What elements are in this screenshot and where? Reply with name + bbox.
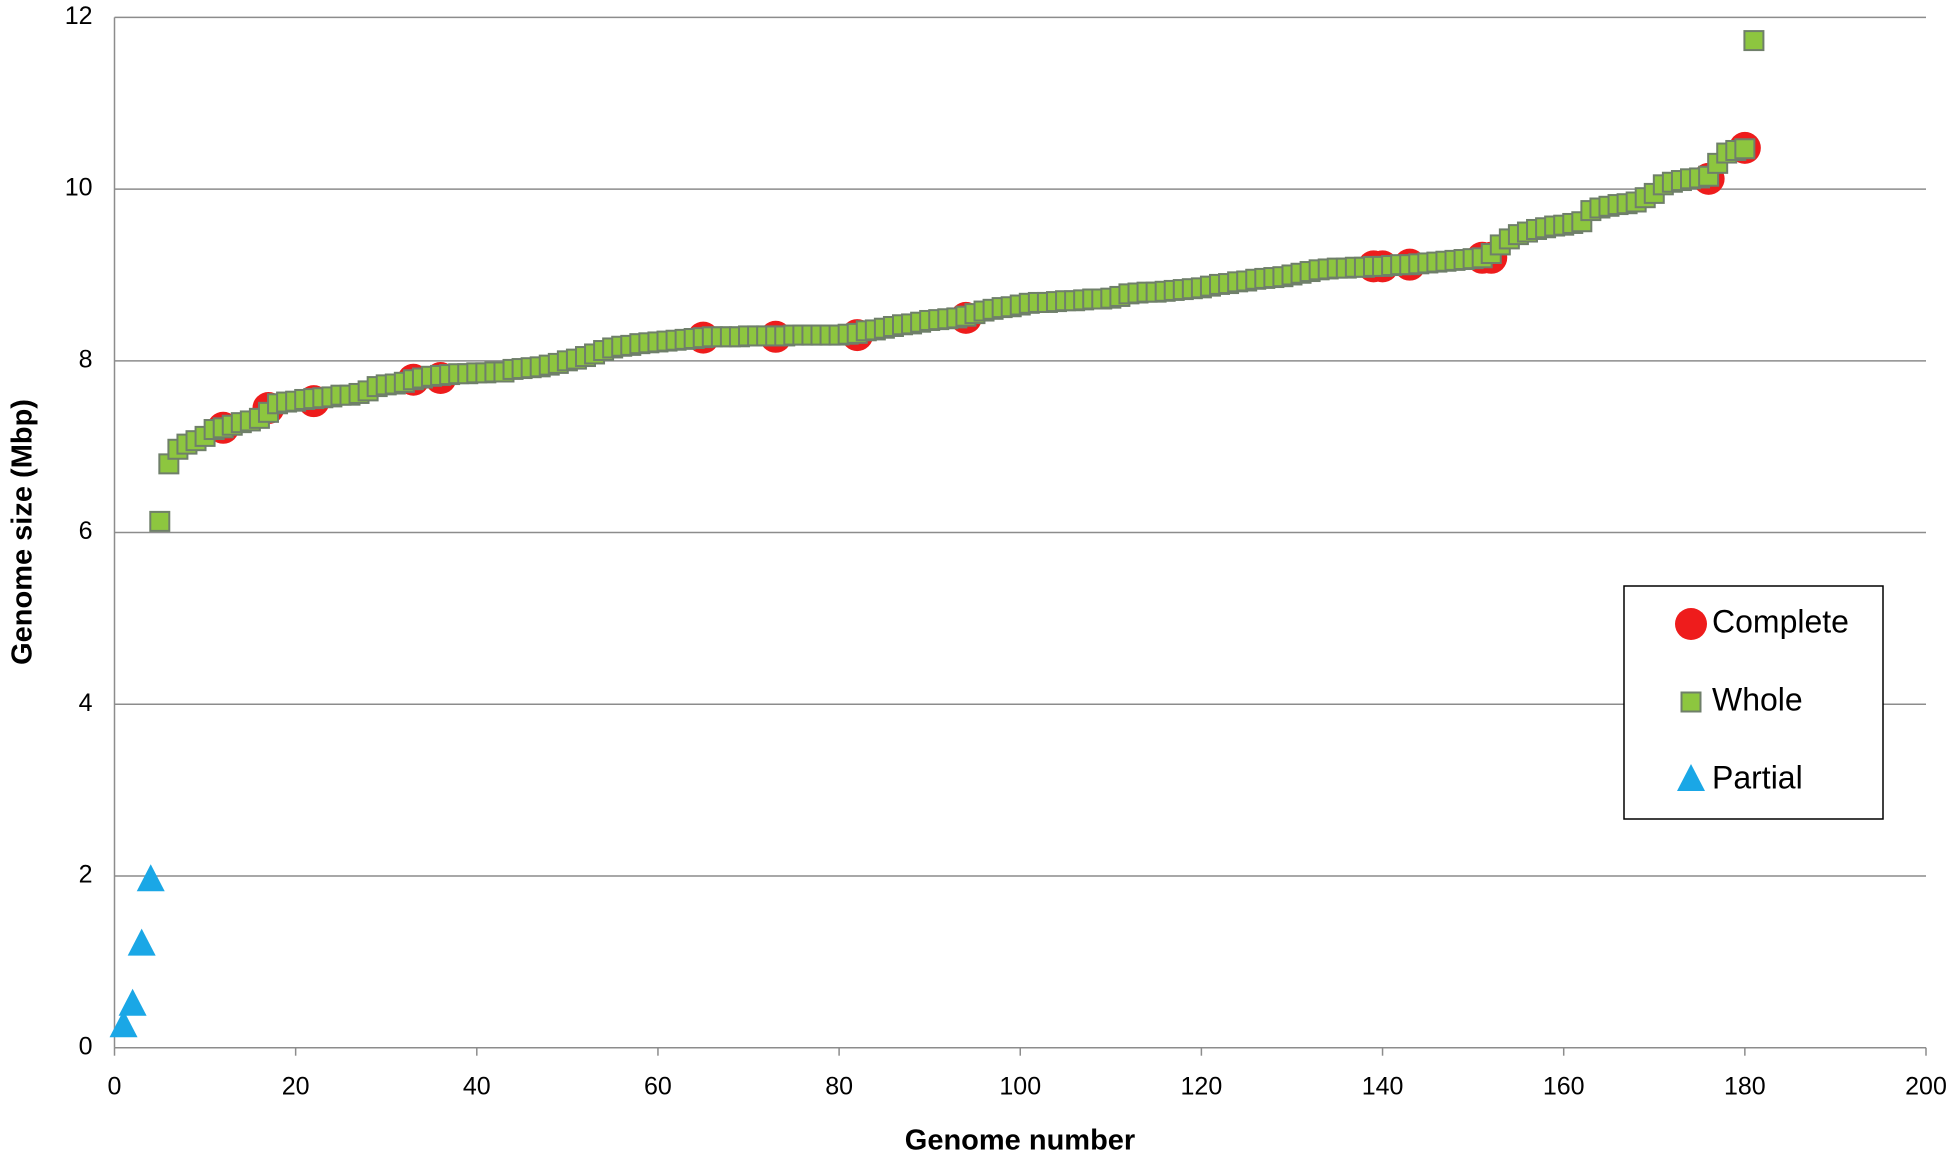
data-point <box>1734 138 1756 160</box>
series-circle <box>207 131 1761 444</box>
y-axis-title: Genome size (Mbp) <box>7 399 39 665</box>
series-square <box>149 30 1765 532</box>
data-point <box>109 1010 138 1038</box>
x-tick-label: 40 <box>463 1072 491 1100</box>
y-tick-label: 8 <box>79 345 93 373</box>
legend-marker <box>1675 608 1707 640</box>
data-point <box>136 864 165 892</box>
y-tick-label: 2 <box>79 861 93 889</box>
y-tick-label: 10 <box>65 174 93 202</box>
x-tick-label: 160 <box>1543 1072 1585 1100</box>
x-tick-label: 80 <box>825 1072 853 1100</box>
x-tick-label: 200 <box>1905 1072 1947 1100</box>
data-point <box>149 510 171 532</box>
legend-marker <box>1680 691 1702 713</box>
legend-label: Whole <box>1712 681 1803 717</box>
data-point <box>127 928 156 956</box>
legend-label: Complete <box>1712 603 1849 639</box>
y-tick-label: 12 <box>65 2 93 30</box>
legend-box <box>1623 585 1884 820</box>
y-tick-label: 0 <box>79 1032 93 1060</box>
data-point <box>118 988 147 1016</box>
x-tick-label: 60 <box>644 1072 672 1100</box>
y-tick-label: 4 <box>79 689 93 717</box>
legend-marker <box>1677 764 1705 791</box>
y-tick-label: 6 <box>79 517 93 545</box>
x-tick-label: 120 <box>1181 1072 1223 1100</box>
data-point <box>1743 30 1765 52</box>
x-tick-label: 20 <box>282 1072 310 1100</box>
series-triangle <box>109 864 165 1038</box>
legend-label: Partial <box>1712 759 1803 795</box>
x-tick-label: 180 <box>1724 1072 1766 1100</box>
x-tick-label: 0 <box>108 1072 122 1100</box>
x-axis-title: Genome number <box>905 1125 1135 1157</box>
x-tick-label: 100 <box>999 1072 1041 1100</box>
x-tick-label: 140 <box>1362 1072 1404 1100</box>
